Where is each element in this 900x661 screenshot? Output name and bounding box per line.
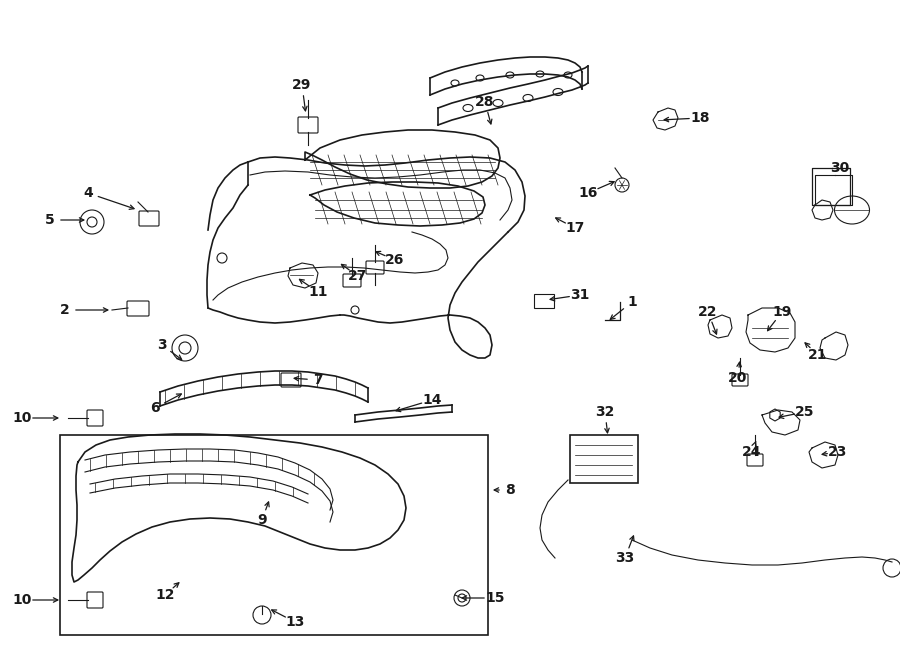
Text: 25: 25 [796, 405, 814, 419]
Text: 29: 29 [292, 78, 311, 92]
Bar [534, 294, 554, 308]
Text: 14: 14 [422, 393, 442, 407]
Text: 22: 22 [698, 305, 718, 319]
Text: 4: 4 [83, 186, 93, 200]
Text: 20: 20 [728, 371, 748, 385]
Text: 16: 16 [579, 186, 598, 200]
Bar [570, 435, 638, 483]
Text: 18: 18 [690, 111, 710, 125]
Text: 12: 12 [155, 588, 175, 602]
Text: 5: 5 [45, 213, 55, 227]
Text: 13: 13 [285, 615, 305, 629]
Text: 32: 32 [595, 405, 615, 419]
Text: 27: 27 [348, 269, 368, 283]
Text: 23: 23 [828, 445, 848, 459]
Text: 10: 10 [13, 411, 32, 425]
Text: 6: 6 [150, 401, 160, 415]
Text: 9: 9 [257, 513, 266, 527]
Text: 33: 33 [616, 551, 634, 565]
Text: 30: 30 [831, 161, 850, 175]
Text: 2: 2 [60, 303, 70, 317]
Text: 19: 19 [772, 305, 792, 319]
Text: 11: 11 [308, 285, 328, 299]
Text: 26: 26 [385, 253, 405, 267]
Text: 31: 31 [571, 288, 590, 302]
Text: 24: 24 [742, 445, 761, 459]
Text: 7: 7 [313, 373, 323, 387]
Text: 8: 8 [505, 483, 515, 497]
Bar [60, 435, 488, 635]
Text: 21: 21 [808, 348, 828, 362]
Text: 17: 17 [565, 221, 585, 235]
Text: 28: 28 [475, 95, 495, 109]
Text: 15: 15 [485, 591, 505, 605]
Text: 10: 10 [13, 593, 32, 607]
Text: 1: 1 [627, 295, 637, 309]
Text: 3: 3 [158, 338, 166, 352]
